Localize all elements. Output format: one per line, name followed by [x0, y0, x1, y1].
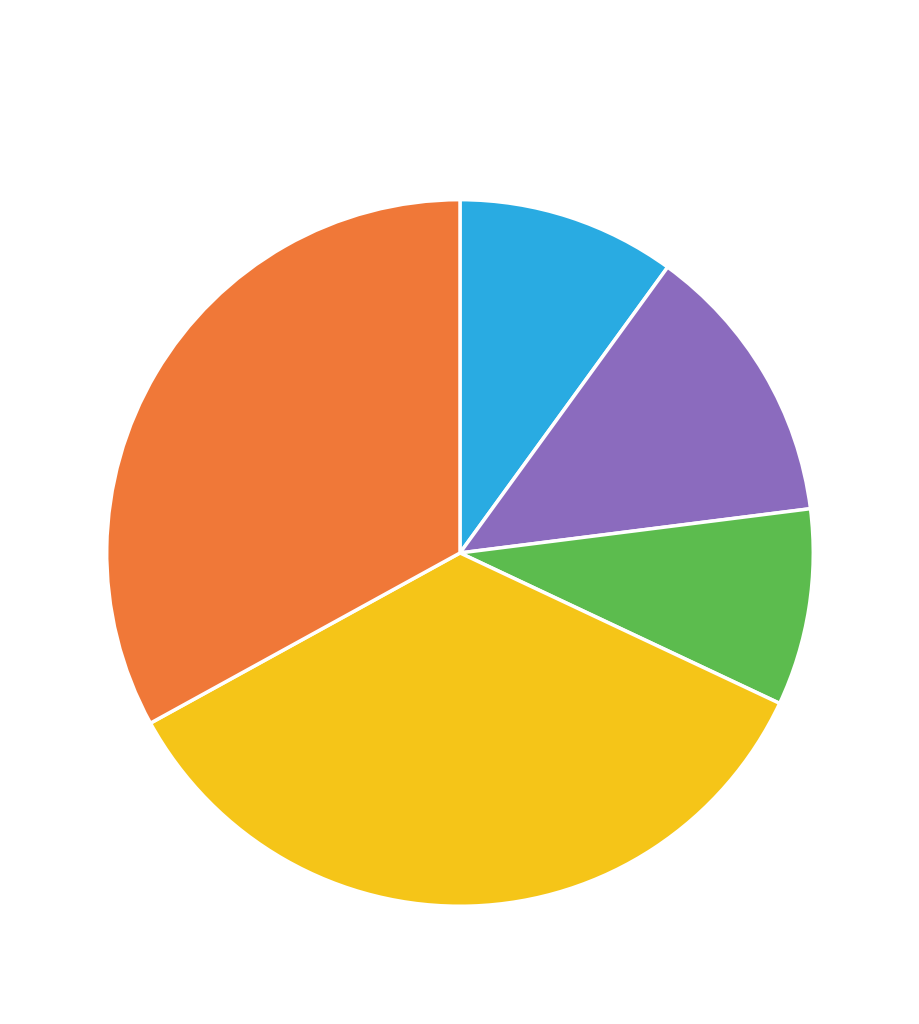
Wedge shape [460, 200, 667, 553]
Wedge shape [107, 200, 460, 723]
Legend: Very unsatisfied, Unsatisfied, Neutral, Satisfied, Very satisfied: Very unsatisfied, Unsatisfied, Neutral, … [72, 0, 847, 1]
Wedge shape [150, 553, 778, 906]
Wedge shape [460, 509, 812, 703]
Wedge shape [460, 267, 810, 553]
